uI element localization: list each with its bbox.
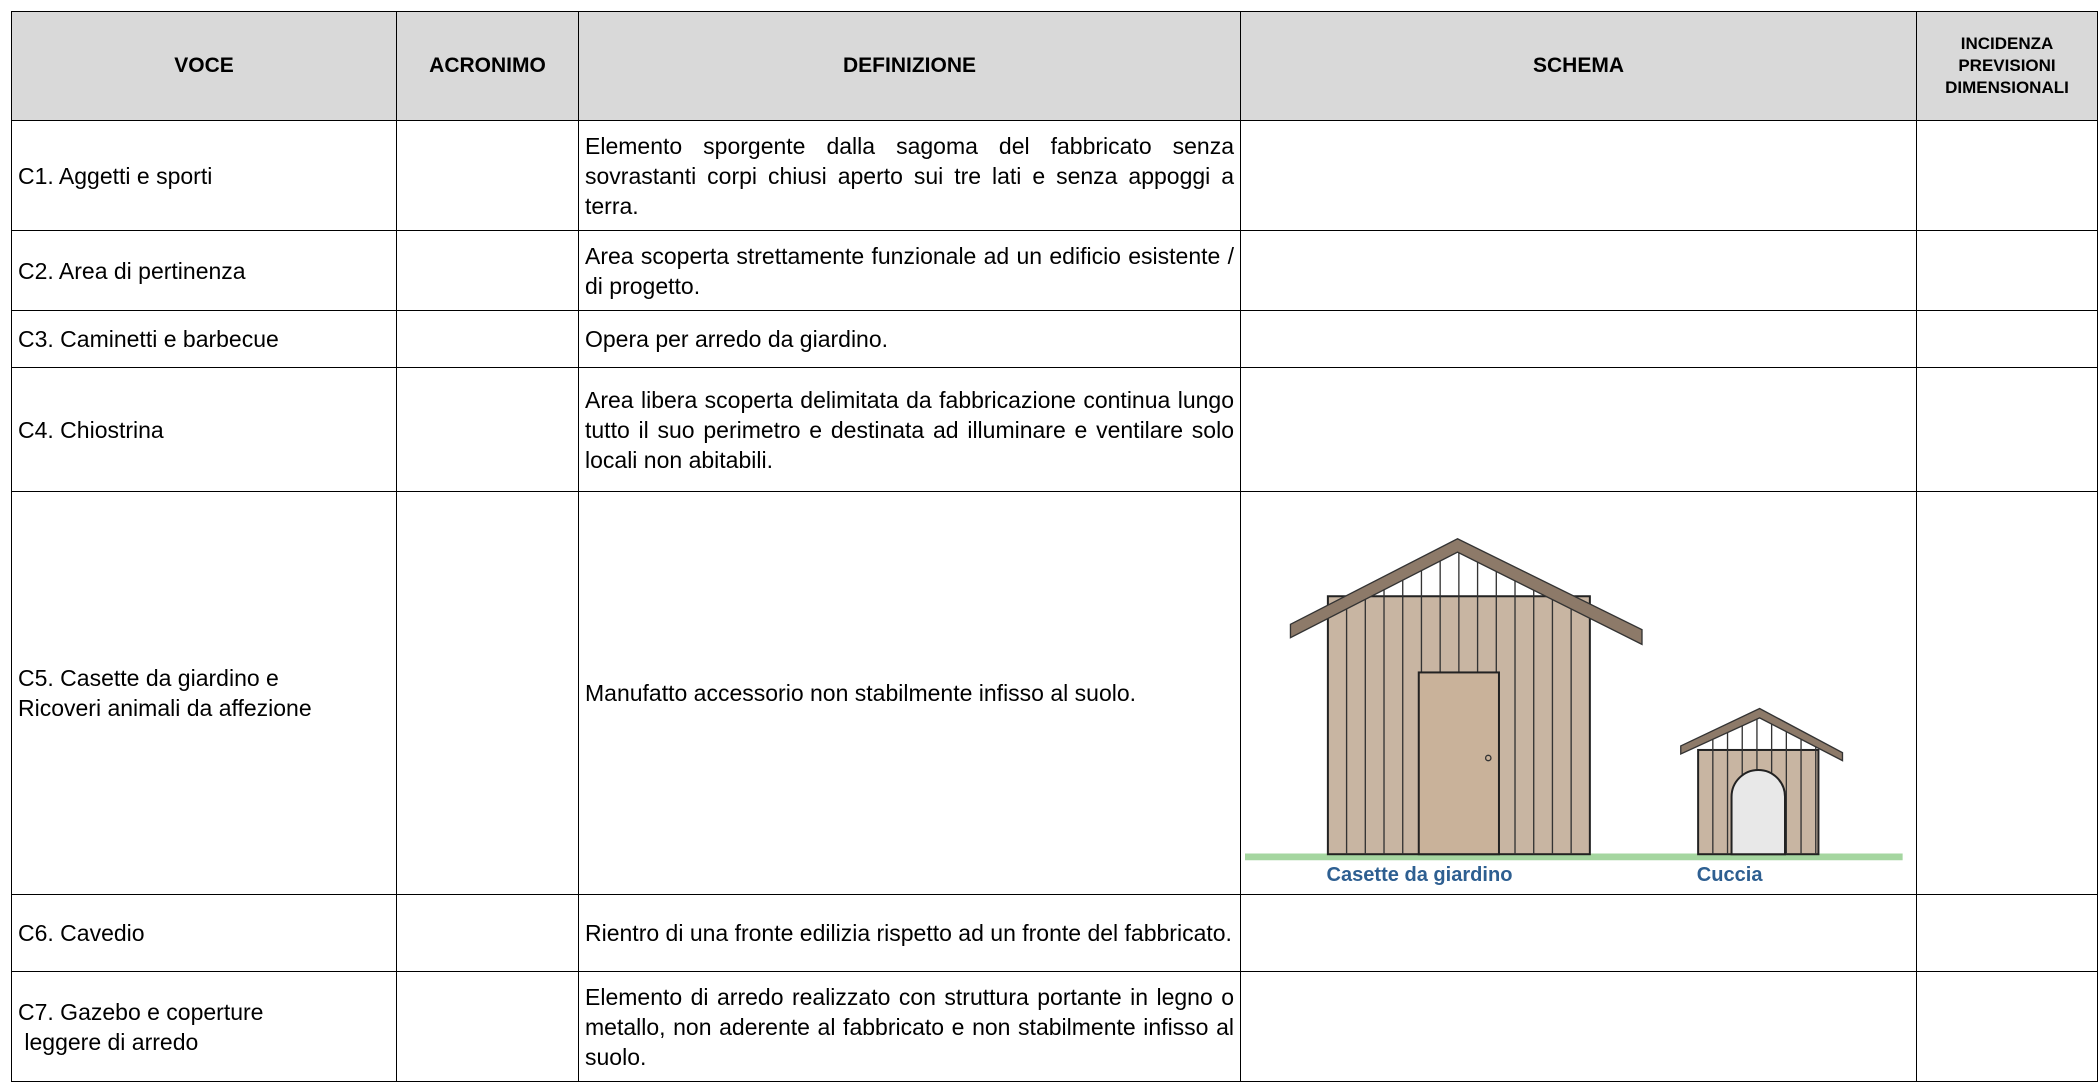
table-row: C3. Caminetti e barbecue Opera per arredo… bbox=[11, 310, 2098, 368]
acronimo-cell bbox=[396, 310, 579, 368]
acronimo-cell bbox=[396, 490, 579, 896]
header-cell: VOCE bbox=[11, 11, 397, 121]
voce-cell: C6. Cavedio bbox=[11, 894, 397, 973]
definizione-cell: Opera per arredo da giardino. bbox=[578, 310, 1241, 368]
table-row: C1. Aggetti e sporti Elemento sporgente d… bbox=[11, 120, 2098, 231]
definizione-cell: Area libera scoperta delimitata da fabbr… bbox=[578, 367, 1241, 492]
schema-label: Cuccia bbox=[1697, 864, 1764, 886]
voce-cell: C3. Caminetti e barbecue bbox=[11, 310, 397, 368]
header-cell: DEFINIZIONE bbox=[578, 11, 1241, 121]
schema-cell bbox=[1240, 894, 1917, 973]
header-row: VOCE ACRONIMO DEFINIZIONE SCHEMA INCIDEN… bbox=[11, 11, 2098, 121]
shed-roof bbox=[1289, 538, 1643, 646]
table-body: C1. Aggetti e sporti Elemento sporgente d… bbox=[11, 120, 2098, 1083]
table-row: C6. Cavedio Rientro di una fronte edilizi… bbox=[11, 894, 2098, 973]
definizione-cell: Elemento sporgente dalla sagoma del fabb… bbox=[578, 120, 1241, 231]
incidenza-cell bbox=[1916, 120, 2098, 231]
schema-cell bbox=[1240, 120, 1917, 231]
header-cell: INCIDENZA PREVISIONI DIMENSIONALI bbox=[1916, 11, 2098, 121]
doghouse-opening bbox=[1730, 769, 1787, 856]
voce-cell: C2. Area di pertinenza bbox=[11, 230, 397, 311]
voce-cell: C1. Aggetti e sporti bbox=[11, 120, 397, 231]
incidenza-cell bbox=[1916, 490, 2098, 896]
header-cell: SCHEMA bbox=[1240, 11, 1917, 121]
schema-cell bbox=[1240, 310, 1917, 368]
incidenza-cell bbox=[1916, 310, 2098, 368]
incidenza-cell bbox=[1916, 367, 2098, 492]
schema-cell bbox=[1240, 367, 1917, 492]
acronimo-cell bbox=[396, 120, 579, 231]
definizione-cell: Manufatto accessorio non stabilmente inf… bbox=[578, 490, 1241, 896]
door-knob bbox=[1484, 754, 1492, 762]
incidenza-cell bbox=[1916, 971, 2098, 1083]
voce-cell: C4. Chiostrina bbox=[11, 367, 397, 492]
table-row: C4. Chiostrina Area libera scoperta delim… bbox=[11, 367, 2098, 492]
shed-door bbox=[1417, 671, 1500, 856]
table-row: C7. Gazebo e coperture leggere di arredo… bbox=[11, 971, 2098, 1083]
table-row: C2. Area di pertinenza Area scoperta stre… bbox=[11, 230, 2098, 311]
schema-cell bbox=[1240, 230, 1917, 311]
table-row: C5. Casette da giardino e Ricoveri anima… bbox=[11, 490, 2098, 896]
schema-label: Casette da giardino bbox=[1327, 864, 1513, 886]
incidenza-cell bbox=[1916, 230, 2098, 311]
definitions-table: VOCE ACRONIMO DEFINIZIONE SCHEMA INCIDEN… bbox=[11, 11, 2098, 1083]
incidenza-cell bbox=[1916, 894, 2098, 973]
acronimo-cell bbox=[396, 367, 579, 492]
definizione-cell: Area scoperta strettamente funzionale ad… bbox=[578, 230, 1241, 311]
schema-cell: Casette da giardino Cuccia bbox=[1240, 490, 1917, 896]
acronimo-cell bbox=[396, 894, 579, 973]
voce-cell: C7. Gazebo e coperture leggere di arredo bbox=[11, 971, 397, 1083]
doghouse-roof bbox=[1680, 707, 1844, 762]
definizione-cell: Rientro di una fronte edilizia rispetto … bbox=[578, 894, 1241, 973]
acronimo-cell bbox=[396, 971, 579, 1083]
definizione-cell: Elemento di arredo realizzato con strutt… bbox=[578, 971, 1241, 1083]
schema-drawing: Casette da giardino Cuccia bbox=[1245, 538, 1903, 886]
header-cell: ACRONIMO bbox=[396, 11, 579, 121]
voce-cell: C5. Casette da giardino e Ricoveri anima… bbox=[11, 490, 397, 896]
acronimo-cell bbox=[396, 230, 579, 311]
schema-cell bbox=[1240, 971, 1917, 1083]
